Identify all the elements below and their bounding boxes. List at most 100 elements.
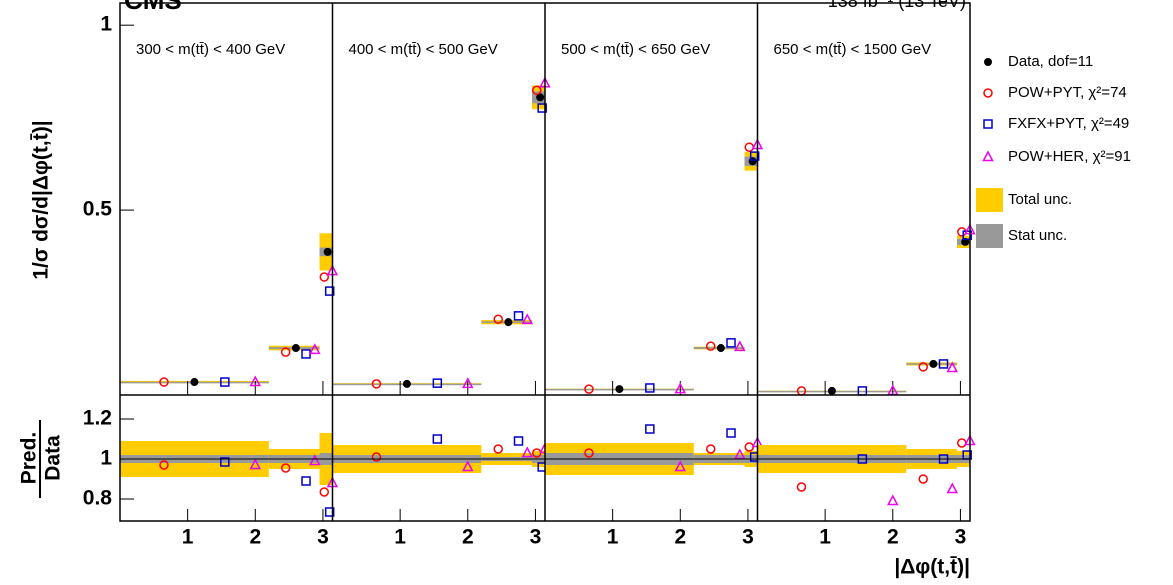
pred-point <box>946 482 959 494</box>
pred-point <box>918 474 928 484</box>
legend-marker <box>983 88 993 98</box>
data-point <box>323 247 332 256</box>
data-point <box>504 318 513 327</box>
y-tick-label: 1 <box>100 13 112 36</box>
x-tick-label: 2 <box>887 526 899 549</box>
pred-point <box>584 384 594 394</box>
pred-point <box>537 103 547 113</box>
pred-point <box>887 494 899 506</box>
legend-swatch <box>976 188 1003 212</box>
data-point <box>615 385 624 394</box>
legend-label: FXFX+PYT, χ²=49 <box>1008 115 1129 132</box>
data-point <box>929 359 938 368</box>
legend-marker <box>982 150 994 162</box>
legend-label: Data, dof=11 <box>1008 53 1093 70</box>
pred-point <box>749 151 760 161</box>
legend-label: POW+HER, χ²=91 <box>1008 148 1131 165</box>
pred-point <box>493 444 503 454</box>
ratio-label-top: Pred. <box>18 432 41 485</box>
x-tick-label: 1 <box>394 526 406 549</box>
pred-point <box>309 454 321 466</box>
pred-point <box>371 452 382 462</box>
y-tick-label: 1 <box>100 447 112 470</box>
legend-marker <box>983 119 993 129</box>
pred-point <box>918 362 928 372</box>
y-tick-label: 0.8 <box>83 487 113 510</box>
x-tick-label: 3 <box>955 526 967 549</box>
pred-point <box>744 142 755 152</box>
panel-label: 400 < m(tt̄) < 500 GeV <box>349 41 498 58</box>
x-tick-label: 3 <box>530 526 542 549</box>
data-point <box>748 157 757 166</box>
pred-point <box>319 272 330 282</box>
pred-point <box>674 460 687 472</box>
pred-point <box>938 359 949 369</box>
pred-point <box>159 460 169 470</box>
pred-point <box>726 428 736 438</box>
pred-point <box>946 361 959 373</box>
pred-point <box>796 482 807 492</box>
data-point <box>190 378 199 387</box>
x-axis-label: |Δφ(t,t̄)| <box>894 556 970 579</box>
legend-label: Total unc. <box>1008 191 1072 208</box>
data-point <box>536 93 545 102</box>
x-tick-label: 2 <box>462 526 474 549</box>
pred-point <box>521 313 534 325</box>
legend-marker <box>984 58 992 66</box>
pred-point <box>584 448 594 458</box>
pred-point <box>371 379 382 389</box>
pred-point <box>645 424 655 434</box>
pred-point <box>309 343 321 355</box>
pred-point <box>220 457 230 467</box>
pred-point <box>432 378 443 388</box>
ratio-label-bottom: Data <box>42 435 65 481</box>
legend-label: POW+PYT, χ²=74 <box>1008 84 1127 101</box>
legend-swatch <box>976 224 1003 248</box>
pred-point <box>159 377 169 387</box>
pred-point <box>301 476 311 486</box>
x-tick-label: 3 <box>742 526 754 549</box>
pred-point <box>493 314 503 324</box>
data-point <box>291 344 300 353</box>
pred-point <box>645 383 655 393</box>
pred-point <box>324 507 335 517</box>
pred-point <box>249 375 262 387</box>
pred-point <box>513 436 524 446</box>
x-tick-label: 3 <box>317 526 329 549</box>
data-point <box>716 344 725 353</box>
pred-point <box>513 311 524 321</box>
pred-point <box>957 438 967 448</box>
y-tick-label: 1.2 <box>83 407 112 430</box>
pred-point <box>674 382 687 394</box>
pred-point <box>462 377 474 389</box>
panel-label: 650 < m(tt̄) < 1500 GeV <box>774 41 932 58</box>
y-tick-label: 0.5 <box>83 198 113 221</box>
pred-point <box>705 444 716 454</box>
legend-label: Stat unc. <box>1008 227 1067 244</box>
pred-point <box>249 458 262 470</box>
pred-point <box>280 463 291 473</box>
data-point <box>402 379 411 388</box>
pred-point <box>705 341 716 351</box>
pred-point <box>280 347 291 357</box>
y-axis-label: 1/σ dσ/d|Δφ(t,t̄)| <box>30 120 53 279</box>
pred-point <box>726 338 736 348</box>
pred-point <box>521 446 534 458</box>
pred-point <box>301 349 311 359</box>
chart-subtitle: 138 fb⁻¹ (13 TeV) <box>828 0 966 11</box>
pred-point <box>532 85 542 96</box>
pred-point <box>319 487 330 497</box>
data-point <box>827 386 836 395</box>
panel-label: 500 < m(tt̄) < 650 GeV <box>561 41 710 58</box>
pred-point <box>462 460 474 472</box>
panel-label: 300 < m(tt̄) < 400 GeV <box>136 41 285 58</box>
chart-title: CMS <box>124 0 182 15</box>
x-tick-label: 1 <box>182 526 194 549</box>
x-tick-label: 2 <box>674 526 686 549</box>
pred-point <box>734 340 746 352</box>
pred-point <box>324 286 335 296</box>
x-tick-label: 1 <box>607 526 619 549</box>
x-tick-label: 2 <box>249 526 261 549</box>
pred-point <box>432 434 443 444</box>
